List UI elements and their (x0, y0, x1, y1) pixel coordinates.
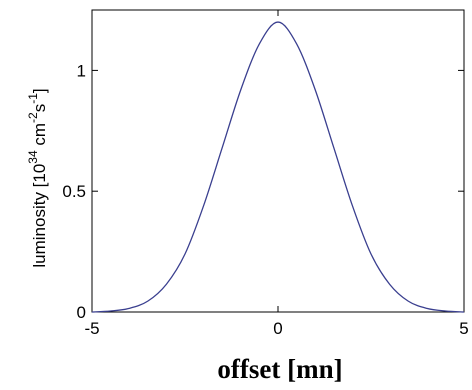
axis-ticks (91, 10, 465, 313)
y-tick-label: 1 (77, 61, 86, 80)
axis-tick-labels: -5 0 500.51 (62, 61, 468, 338)
plot-frame (91, 9, 465, 313)
series-line (91, 21, 465, 313)
x-axis-label: offset [mn] (217, 354, 342, 384)
y-tick-label: 0.5 (62, 182, 86, 201)
y-axis-label: luminosity [1034 cm-2s-1] (26, 88, 49, 267)
x-tick-label: -5 (84, 319, 99, 338)
x-tick-label: 0 (273, 319, 282, 338)
x-tick-label: 5 (459, 319, 468, 338)
y-tick-label: 0 (77, 303, 86, 322)
